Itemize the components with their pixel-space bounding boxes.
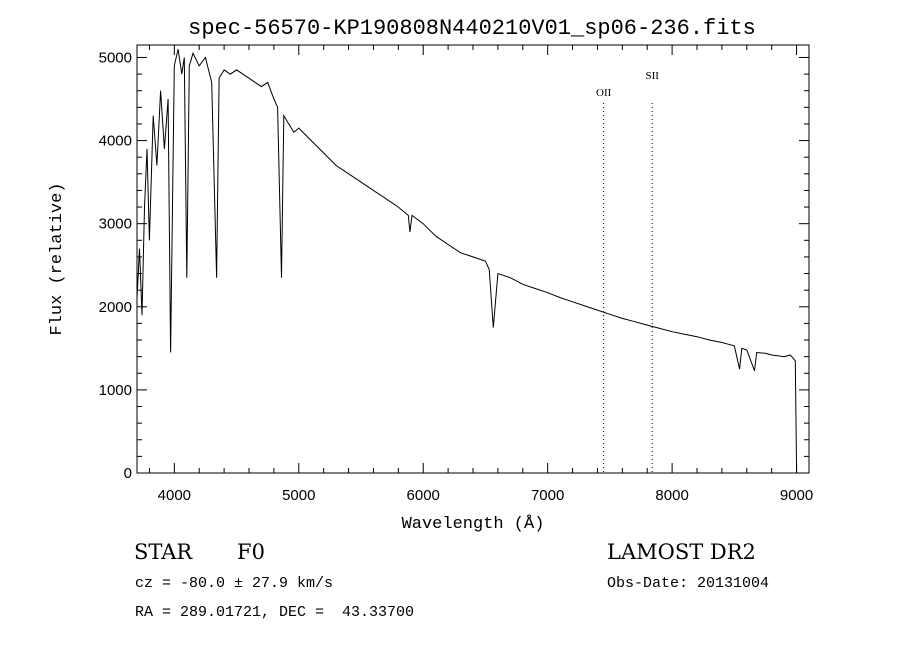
redshift-cz: cz = -80.0 ± 27.9 km/s: [135, 575, 334, 592]
y-tick-label: 4000: [99, 133, 132, 150]
y-tick-label: 5000: [99, 49, 132, 66]
x-tick-label: 4000: [158, 487, 191, 504]
observation-date: Obs-Date: 20131004: [607, 575, 770, 592]
chart-title: spec-56570-KP190808N440210V01_sp06-236.f…: [188, 16, 756, 41]
spectrum-line: [136, 49, 798, 474]
x-tick-label: 7000: [531, 487, 564, 504]
y-tick-label: 2000: [99, 299, 132, 316]
y-axis-label: Flux (relative): [48, 182, 67, 335]
x-tick-label: 9000: [780, 487, 813, 504]
annotation-label: SII: [645, 70, 659, 82]
ra-dec-coordinates: RA = 289.01721, DEC = 43.33700: [135, 604, 415, 621]
survey-name: LAMOST DR2: [607, 540, 756, 564]
y-tick-label: 0: [124, 465, 132, 482]
object-subclass: F0: [237, 540, 265, 564]
x-tick-label: 5000: [282, 487, 315, 504]
x-tick-label: 8000: [655, 487, 688, 504]
x-tick-label: 6000: [407, 487, 440, 504]
y-tick-label: 3000: [99, 216, 132, 233]
x-axis-label: Wavelength (Å): [402, 515, 545, 534]
y-tick-label: 1000: [99, 382, 132, 399]
plot-frame: [136, 44, 810, 474]
object-class: STAR: [134, 540, 193, 564]
annotation-label: OII: [596, 87, 612, 99]
